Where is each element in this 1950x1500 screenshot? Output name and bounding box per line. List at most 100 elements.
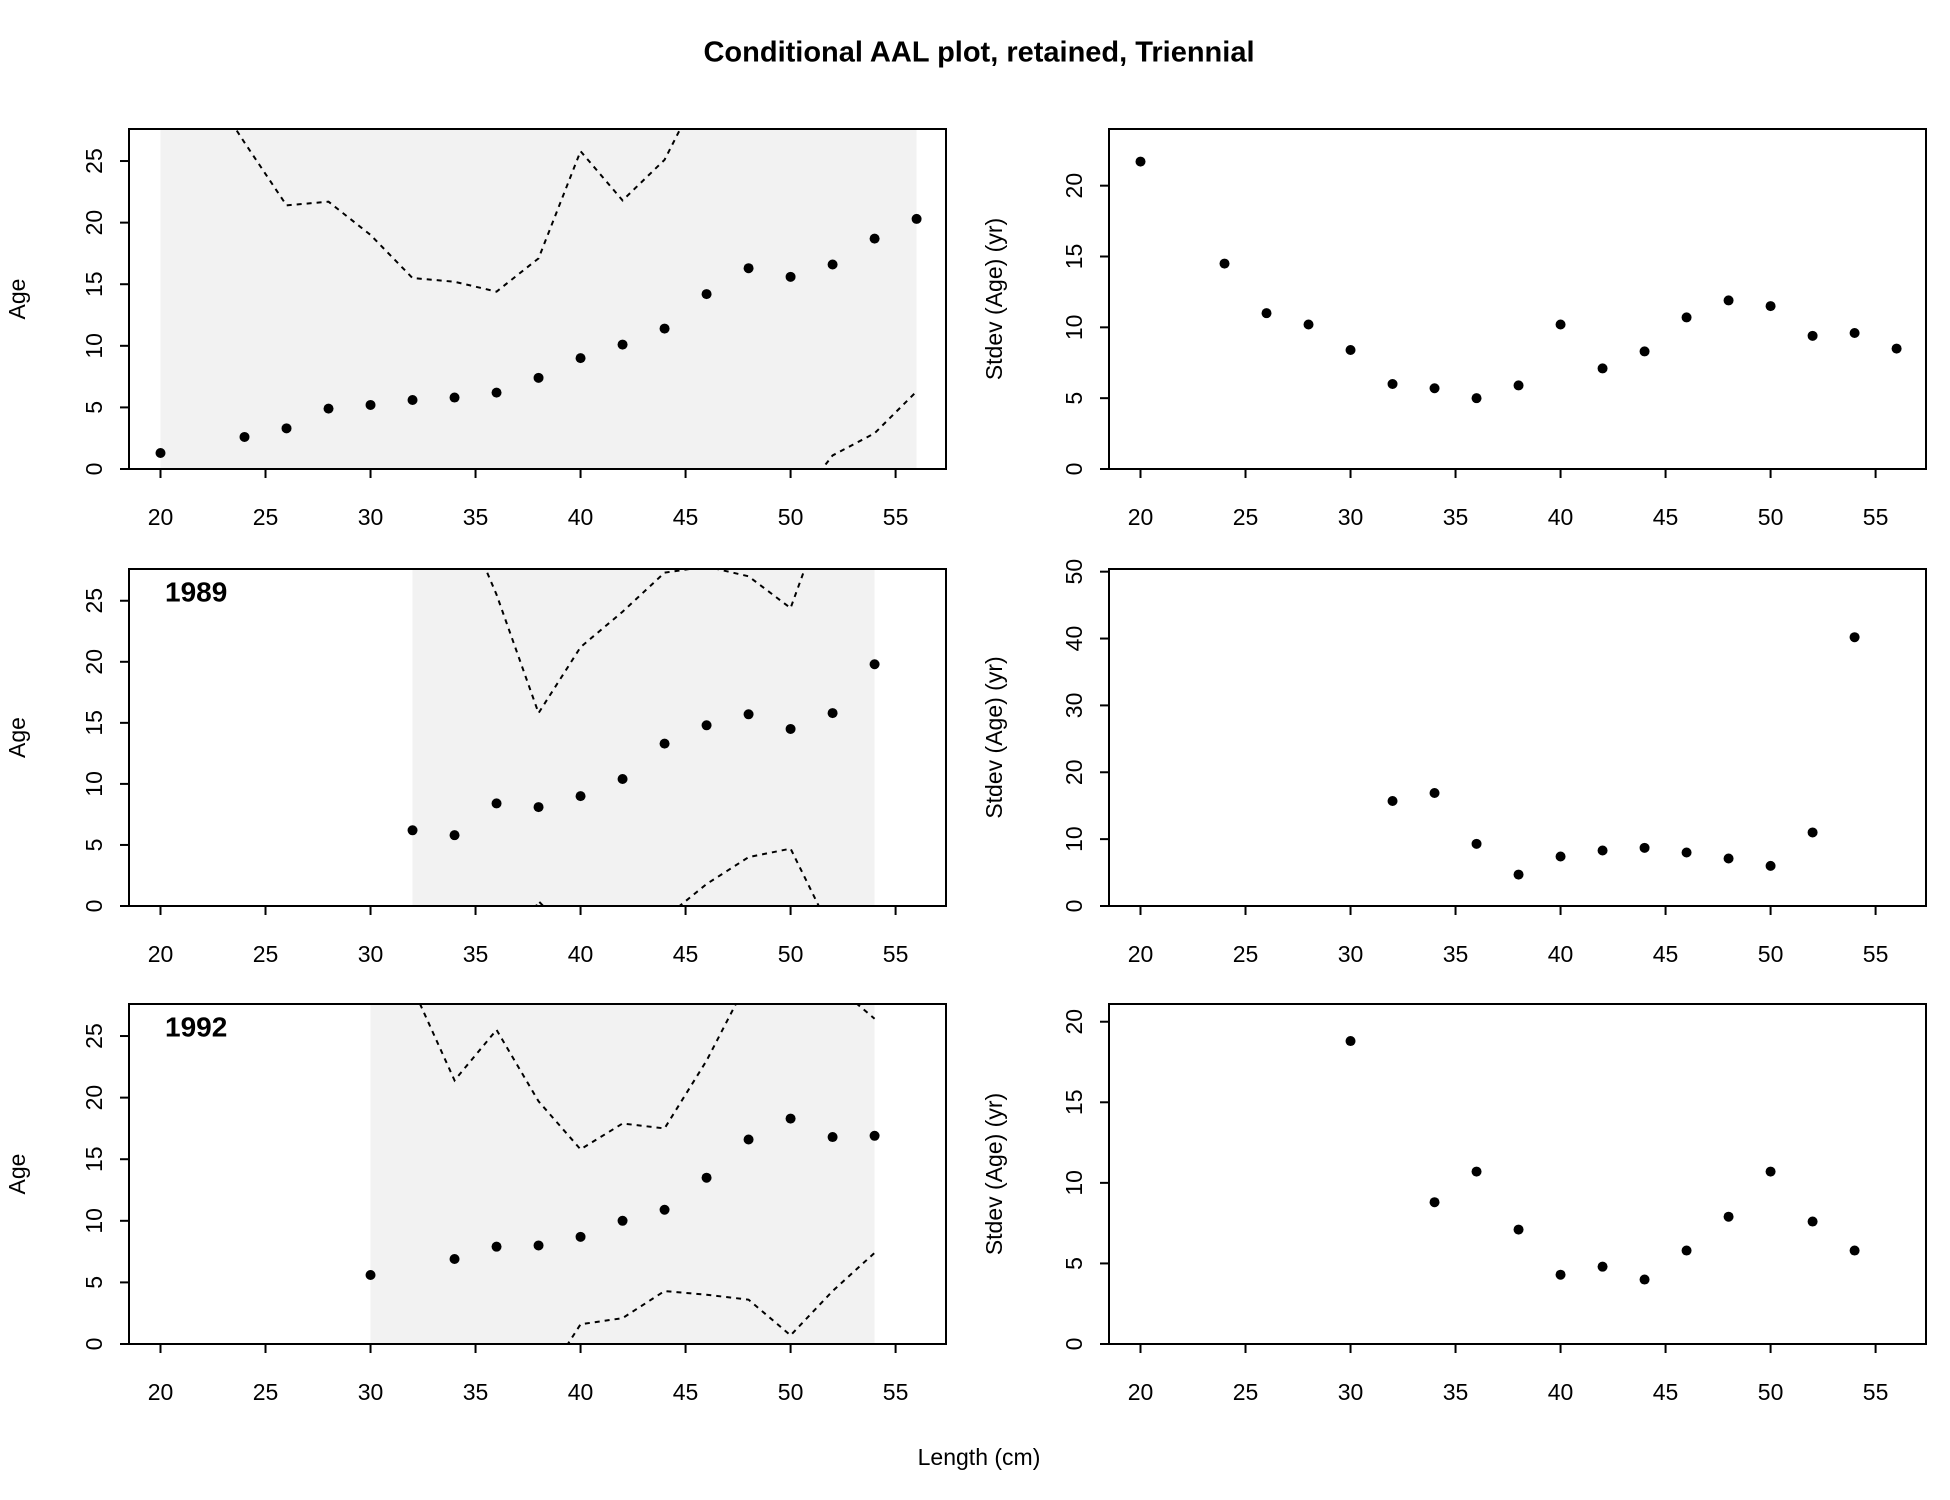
panel: 20 25 30 35 40 45 50 55 0 5 10 15 20 Stdev (Age) (yr) <box>981 1003 1927 1405</box>
y-axis-title: Stdev (Age) (yr) <box>981 656 1007 818</box>
panel-label: 1992 <box>165 1011 227 1042</box>
x-tick-label: 20 <box>148 941 174 967</box>
x-tick-label: 55 <box>1863 1379 1889 1405</box>
x-tick-label: 45 <box>1653 1379 1679 1405</box>
x-tick-label: 30 <box>1338 941 1364 967</box>
data-point <box>449 1254 460 1264</box>
upper-bound-line <box>234 129 682 293</box>
lower-bound-line <box>566 1252 876 1344</box>
data-point <box>533 372 544 383</box>
data-point <box>1723 853 1734 864</box>
y-axis-title: Stdev (Age) (yr) <box>981 218 1007 380</box>
y-tick-label: 10 <box>81 1208 107 1234</box>
x-tick-label: 55 <box>883 941 909 967</box>
data-point <box>239 431 250 442</box>
y-tick-label: 0 <box>1061 900 1087 913</box>
y-axis-title: Stdev (Age) (yr) <box>981 1093 1007 1255</box>
data-point <box>281 423 292 434</box>
data-point <box>869 1130 880 1141</box>
data-point <box>155 447 166 458</box>
x-tick-label: 40 <box>568 941 594 967</box>
data-point <box>827 259 838 270</box>
data-point <box>785 271 796 282</box>
data-point <box>1639 1274 1650 1285</box>
y-tick-label: 5 <box>81 1276 107 1289</box>
data-point <box>701 289 712 300</box>
data-point <box>491 798 502 809</box>
data-point <box>1513 1224 1524 1235</box>
data-point <box>1555 851 1566 862</box>
data-point <box>1849 328 1860 338</box>
y-tick-label: 25 <box>81 1023 107 1049</box>
data-point <box>743 709 754 720</box>
data-point <box>1513 869 1524 880</box>
y-tick-label: 20 <box>81 210 107 236</box>
upper-bound-line <box>484 569 806 716</box>
data-point <box>365 399 376 410</box>
x-tick-label: 20 <box>148 1379 174 1405</box>
data-point <box>1849 632 1860 643</box>
x-tick-label: 35 <box>1443 941 1469 967</box>
plot-box <box>128 128 947 470</box>
data-point <box>1513 380 1524 391</box>
x-tick-label: 30 <box>358 1379 384 1405</box>
x-tick-label: 20 <box>1128 1379 1154 1405</box>
data-point <box>743 1134 754 1145</box>
y-tick-label: 15 <box>1061 244 1087 270</box>
panel: 20 25 30 35 40 45 50 55 0 5 10 15 20 Stdev (Age) (yr) <box>981 128 1927 530</box>
panel: 20 25 30 35 40 45 50 55 0 5 10 15 20 25 Age 1992 <box>4 1003 947 1405</box>
lower-bound-line <box>535 847 820 906</box>
data-point <box>1387 379 1398 389</box>
y-tick-label: 10 <box>1061 826 1087 852</box>
x-tick-label: 30 <box>1338 1379 1364 1405</box>
data-point <box>1639 346 1650 357</box>
x-tick-label: 50 <box>778 504 804 530</box>
y-tick-label: 20 <box>81 649 107 675</box>
x-axis-title: Length (cm) <box>918 1444 1041 1470</box>
data-point <box>1471 393 1482 404</box>
data-point <box>491 1241 502 1252</box>
x-tick-label: 35 <box>463 941 489 967</box>
x-tick-label: 20 <box>1128 504 1154 530</box>
y-tick-label: 50 <box>1061 559 1087 585</box>
y-tick-label: 15 <box>81 1146 107 1172</box>
data-point <box>701 720 712 731</box>
x-tick-label: 55 <box>1863 941 1889 967</box>
x-tick-label: 25 <box>253 941 279 967</box>
data-point <box>407 825 418 836</box>
data-point <box>1597 1261 1608 1272</box>
y-tick-label: 10 <box>81 333 107 359</box>
x-tick-label: 50 <box>1758 504 1784 530</box>
y-tick-label: 25 <box>81 148 107 174</box>
x-tick-label: 20 <box>1128 941 1154 967</box>
data-point <box>869 233 880 244</box>
data-point <box>1765 1166 1776 1177</box>
x-tick-label: 35 <box>463 504 489 530</box>
y-tick-label: 40 <box>1061 626 1087 652</box>
plot-box <box>128 568 947 907</box>
data-point <box>1429 383 1440 394</box>
data-point <box>1261 308 1272 319</box>
y-tick-label: 15 <box>81 271 107 297</box>
data-point <box>1723 295 1734 306</box>
data-point <box>701 1172 712 1183</box>
y-tick-label: 15 <box>1061 1089 1087 1115</box>
data-point <box>533 802 544 813</box>
x-tick-label: 30 <box>358 504 384 530</box>
x-tick-label: 25 <box>253 504 279 530</box>
y-tick-label: 0 <box>81 463 107 476</box>
data-point <box>827 1132 838 1143</box>
y-tick-label: 5 <box>1061 392 1087 405</box>
x-tick-label: 25 <box>1233 941 1259 967</box>
y-tick-label: 20 <box>81 1085 107 1111</box>
data-point <box>1807 1216 1818 1227</box>
data-point <box>1849 1245 1860 1256</box>
x-tick-label: 35 <box>463 1379 489 1405</box>
y-tick-label: 10 <box>81 771 107 797</box>
data-point <box>449 392 460 403</box>
x-tick-label: 45 <box>1653 504 1679 530</box>
plot-box <box>1108 1003 1927 1345</box>
plot-box <box>1108 568 1927 907</box>
interval-shade <box>412 569 875 906</box>
x-tick-label: 55 <box>883 504 909 530</box>
